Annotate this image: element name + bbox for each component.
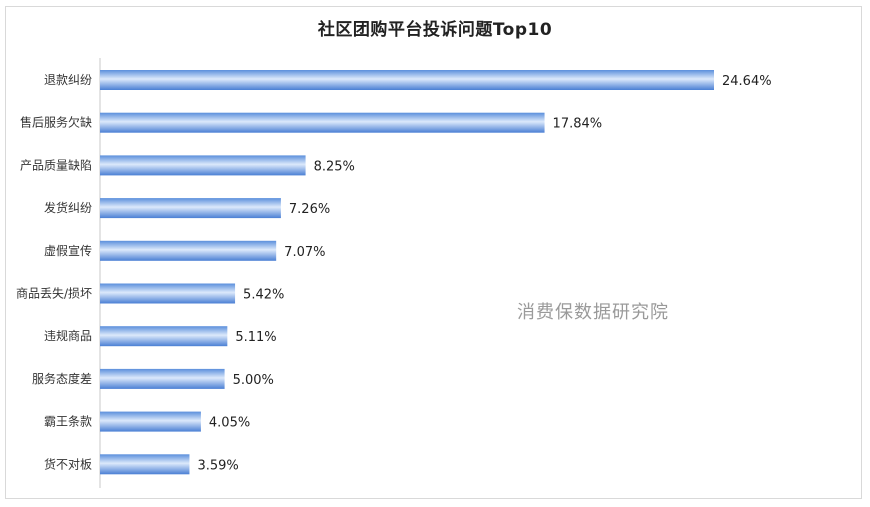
bar-7 bbox=[100, 326, 228, 347]
value-label: 5.11% bbox=[235, 330, 276, 345]
category-label: 发货纠纷 bbox=[44, 200, 92, 215]
bar-5 bbox=[100, 240, 277, 261]
bar-1 bbox=[100, 70, 714, 90]
bar-10 bbox=[100, 454, 190, 475]
category-label: 服务态度差 bbox=[32, 371, 92, 386]
category-label: 违规商品 bbox=[44, 328, 92, 343]
category-label: 售后服务欠缺 bbox=[20, 115, 92, 130]
value-label: 17.84% bbox=[553, 117, 603, 132]
bar-2 bbox=[100, 112, 545, 133]
value-label: 3.59% bbox=[197, 458, 238, 473]
category-label: 货不对板 bbox=[44, 456, 92, 471]
bar-8 bbox=[100, 368, 225, 389]
chart-title: 社区团购平台投诉问题Top10 bbox=[317, 20, 553, 40]
bar-3 bbox=[100, 155, 306, 176]
bar-4 bbox=[100, 198, 281, 219]
category-label: 退款纠纷 bbox=[44, 73, 92, 87]
value-label: 7.07% bbox=[284, 245, 325, 260]
category-label: 虚假宣传 bbox=[44, 243, 92, 258]
value-label: 7.26% bbox=[289, 202, 330, 217]
category-label: 产品质量缺陷 bbox=[20, 157, 92, 172]
value-label: 24.64% bbox=[722, 74, 772, 89]
value-label: 4.05% bbox=[209, 416, 250, 431]
bar-9 bbox=[100, 411, 201, 432]
category-label: 霸王条款 bbox=[44, 415, 92, 429]
category-label: 商品丢失/损坏 bbox=[16, 286, 92, 301]
value-label: 8.25% bbox=[314, 159, 355, 174]
watermark-text: 消费保数据研究院 bbox=[517, 302, 669, 323]
value-label: 5.42% bbox=[243, 288, 284, 303]
bar-6 bbox=[100, 283, 236, 304]
value-label: 5.00% bbox=[233, 373, 274, 388]
